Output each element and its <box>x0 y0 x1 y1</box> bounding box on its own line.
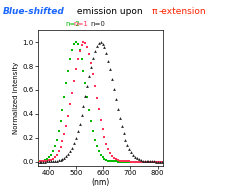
Text: -extension: -extension <box>158 7 205 16</box>
Y-axis label: Normalized Intensity: Normalized Intensity <box>14 62 20 134</box>
X-axis label: (nm): (nm) <box>91 178 109 187</box>
Text: π: π <box>151 7 157 16</box>
Text: Blue-shifted: Blue-shifted <box>2 7 64 16</box>
Text: n=1: n=1 <box>74 21 88 27</box>
Text: n=2: n=2 <box>66 21 80 27</box>
Text: n=0: n=0 <box>90 21 105 27</box>
Text: emission upon: emission upon <box>74 7 145 16</box>
